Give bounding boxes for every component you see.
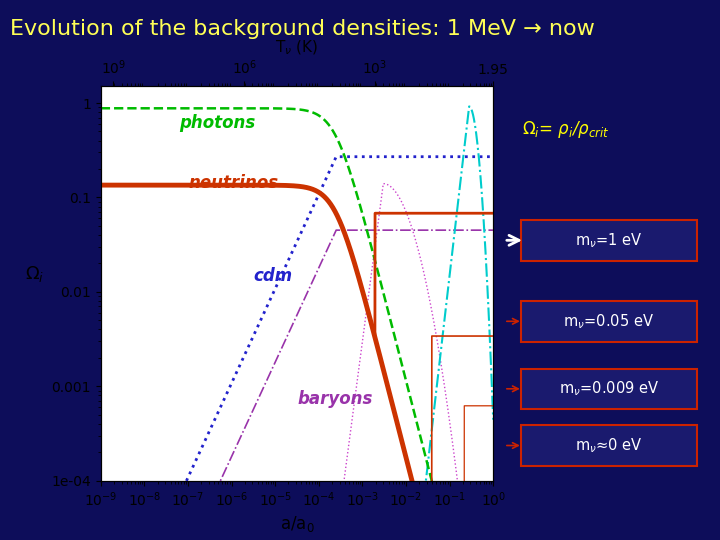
Text: baryons: baryons bbox=[297, 390, 372, 408]
Text: m$_\nu$=1 eV: m$_\nu$=1 eV bbox=[575, 231, 642, 249]
Text: m$_\nu$=0.009 eV: m$_\nu$=0.009 eV bbox=[559, 380, 659, 398]
Text: Evolution of the background densities: 1 MeV → now: Evolution of the background densities: 1… bbox=[10, 19, 595, 39]
Text: cdm: cdm bbox=[253, 267, 292, 285]
Text: $\Omega_i$= $\rho_i$/$\rho_{crit}$: $\Omega_i$= $\rho_i$/$\rho_{crit}$ bbox=[522, 119, 610, 140]
Text: neutrinos: neutrinos bbox=[188, 174, 278, 192]
X-axis label: T$_\nu$ (K): T$_\nu$ (K) bbox=[275, 39, 319, 57]
Text: m$_\nu$≈0 eV: m$_\nu$≈0 eV bbox=[575, 436, 642, 455]
Y-axis label: Ω$_i$: Ω$_i$ bbox=[25, 264, 45, 284]
X-axis label: a/a$_0$: a/a$_0$ bbox=[279, 515, 315, 535]
Text: m$_\nu$=0.05 eV: m$_\nu$=0.05 eV bbox=[563, 312, 654, 330]
Text: photons: photons bbox=[179, 113, 256, 132]
